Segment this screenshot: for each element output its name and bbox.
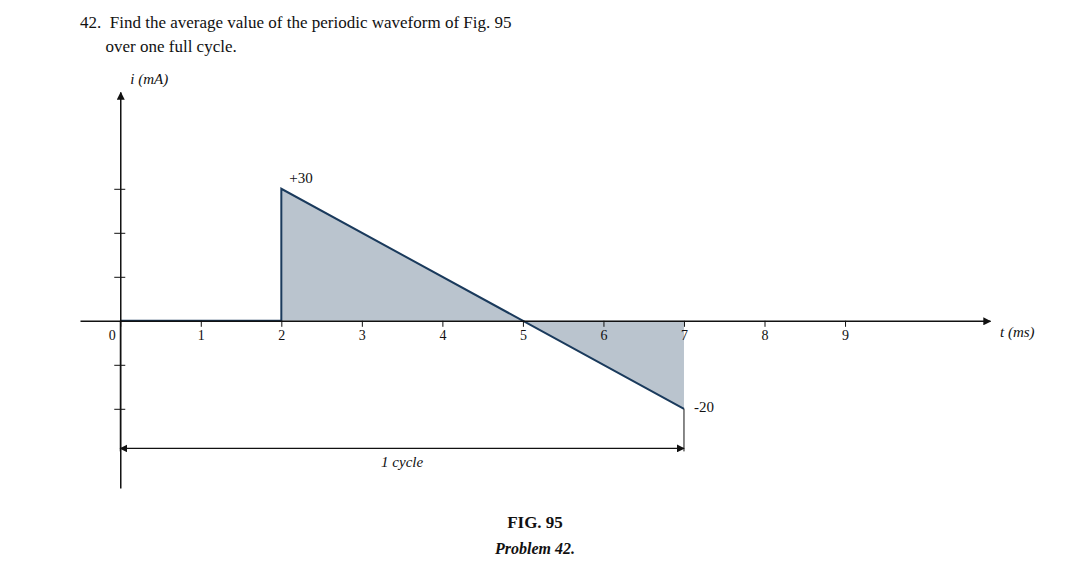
x-tick-label: 4 [439, 328, 446, 343]
y-tick [114, 233, 125, 234]
x-tick-mark [201, 321, 202, 327]
y-axis-line [120, 93, 122, 489]
line [120, 189, 684, 409]
x-axis-line [81, 321, 991, 323]
caption: Problem 42. [494, 540, 575, 557]
y-axis-label: i (mA) [130, 71, 168, 88]
x-tick-label: 3 [359, 328, 366, 343]
x-tick: 4 [439, 321, 446, 343]
x-tick: 7 [681, 321, 688, 343]
caption: FIG. 95 [507, 513, 563, 532]
plot-area [120, 189, 684, 409]
x-tick: 6 [600, 321, 607, 343]
x-tick: 0 [109, 321, 121, 343]
y-axis [114, 93, 125, 489]
point-label: +30 [289, 170, 312, 186]
area [120, 189, 684, 409]
x-tick-label: 9 [842, 328, 849, 343]
x-axis-label: t (ms) [1000, 324, 1035, 341]
y-tick-mark [114, 189, 125, 190]
title: 42. Find the average value of the period… [80, 13, 511, 32]
x-tick-label: 6 [600, 328, 607, 343]
chart: 42. Find the average value of the period… [0, 0, 1080, 580]
y-tick-mark [114, 277, 125, 278]
x-tick-label: 7 [681, 328, 688, 343]
x-tick-label: 1 [198, 328, 205, 343]
x-tick-mark [684, 321, 685, 327]
x-tick-mark [603, 321, 604, 327]
span-arrow [120, 448, 684, 449]
x-tick-label: 2 [278, 328, 285, 343]
x-tick: 1 [198, 321, 205, 343]
span-annotation: 1 cycle [120, 321, 684, 470]
x-tick-label: 5 [520, 328, 527, 343]
span-guide [683, 409, 684, 452]
x-tick: 8 [762, 321, 769, 343]
y-tick-mark [114, 233, 125, 234]
x-tick: 9 [842, 321, 849, 343]
title: over one full cycle. [80, 37, 237, 56]
x-axis: 0 1 2 3 4 5 6 7 8 9 [81, 321, 991, 343]
x-tick-label: 8 [762, 328, 769, 343]
x-tick-mark [845, 321, 846, 327]
x-tick-mark [281, 321, 282, 327]
y-tick [114, 277, 125, 278]
x-tick-mark [523, 321, 524, 327]
x-tick-mark [442, 321, 443, 327]
span-label: 1 cycle [381, 454, 423, 470]
x-tick-mark [765, 321, 766, 327]
point-label: -20 [694, 399, 714, 415]
x-tick: 2 [278, 321, 285, 343]
span-guide [120, 321, 121, 452]
x-tick: 5 [520, 321, 527, 343]
x-tick-mark [362, 321, 363, 327]
x-tick: 3 [359, 321, 366, 343]
x-tick-label: 0 [109, 328, 116, 343]
y-tick [114, 189, 125, 190]
